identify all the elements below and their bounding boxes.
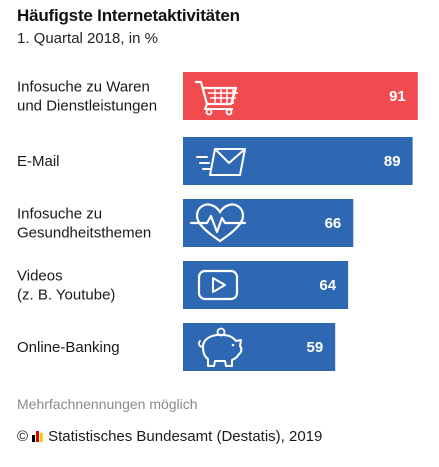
value-label: 89 bbox=[384, 153, 401, 170]
source-line: © Statistisches Bundesamt (Destatis), 20… bbox=[17, 428, 322, 445]
value-label: 91 bbox=[389, 88, 406, 105]
value-label: 64 bbox=[319, 277, 336, 294]
category-label: Videos (z. B. Youtube) bbox=[17, 268, 115, 304]
copyright-symbol: © bbox=[17, 428, 29, 445]
category-label: E-Mail bbox=[17, 153, 60, 170]
video-play-icon bbox=[197, 269, 239, 301]
bar-chart: Infosuche zu Waren und Dienstleistungen 91… bbox=[17, 72, 418, 371]
category-label: Infosuche zu Waren und Dienstleistungen bbox=[17, 79, 157, 115]
footnote: Mehrfachnennungen möglich bbox=[17, 396, 198, 412]
chart-title: Häufigste Internetaktivitäten bbox=[17, 6, 240, 25]
bar bbox=[183, 199, 354, 247]
heart-pulse-icon bbox=[189, 203, 247, 243]
bar-row: Videos (z. B. Youtube) 64 bbox=[17, 261, 349, 309]
bar-row: E-Mail 89 bbox=[17, 137, 413, 185]
shopping-cart-icon bbox=[195, 80, 238, 116]
piggy-bank-icon bbox=[198, 327, 243, 367]
bar-row: Infosuche zu Gesundheitsthemen 66 bbox=[17, 199, 354, 247]
source-text: Statistisches Bundesamt (Destatis), 2019 bbox=[48, 428, 323, 445]
chart-subtitle: 1. Quartal 2018, in % bbox=[17, 30, 158, 47]
category-label: Online-Banking bbox=[17, 339, 120, 356]
bar bbox=[183, 261, 349, 309]
email-icon bbox=[196, 148, 246, 176]
value-label: 59 bbox=[307, 339, 324, 356]
bar bbox=[183, 137, 413, 185]
destatis-logo-icon bbox=[32, 431, 44, 442]
bar-row: Online-Banking 59 bbox=[17, 323, 336, 371]
bar-row: Infosuche zu Waren und Dienstleistungen 91 bbox=[17, 72, 418, 120]
bar bbox=[183, 72, 418, 120]
value-label: 66 bbox=[325, 215, 342, 232]
category-label: Infosuche zu Gesundheitsthemen bbox=[17, 206, 151, 242]
